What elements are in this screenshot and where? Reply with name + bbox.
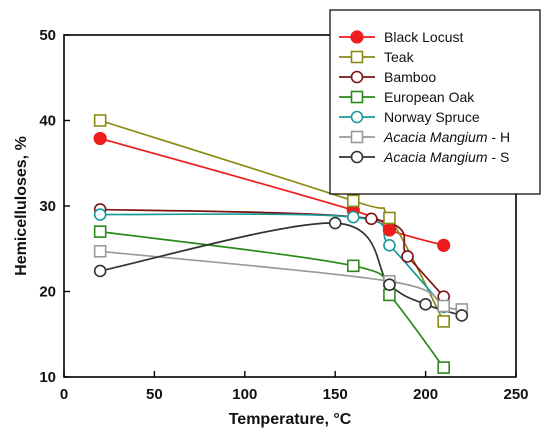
data-point	[383, 278, 396, 291]
x-tick-label: 0	[60, 386, 68, 403]
x-tick-label: 200	[413, 386, 438, 403]
y-tick-label: 40	[39, 113, 56, 130]
data-point	[382, 223, 397, 237]
legend-label: European Oak	[384, 89, 475, 105]
legend-marker	[350, 150, 364, 164]
legend-marker	[350, 50, 364, 64]
y-tick-label: 10	[39, 369, 56, 386]
legend-marker	[350, 90, 364, 104]
data-point	[328, 216, 342, 230]
legend-marker	[350, 30, 364, 44]
data-point	[455, 309, 469, 322]
legend-marker	[350, 110, 364, 124]
data-point	[383, 288, 396, 302]
legend-label: Acacia Mangium - H	[383, 129, 510, 145]
data-point	[346, 194, 360, 208]
data-point	[93, 245, 107, 258]
data-point	[93, 264, 107, 278]
legend-box	[329, 9, 541, 195]
y-tick-label: 50	[39, 27, 56, 44]
legend-label: Acacia Mangium - S	[383, 149, 509, 165]
legend-label: Bamboo	[384, 69, 436, 85]
data-point	[93, 114, 107, 127]
y-tick-label: 30	[39, 198, 56, 215]
data-point	[437, 361, 450, 374]
data-point	[93, 208, 107, 221]
data-point	[93, 131, 107, 146]
series-line-3	[100, 230, 445, 369]
data-point	[437, 299, 450, 313]
legend-label: Teak	[384, 49, 415, 65]
data-point	[365, 212, 378, 226]
legend-label: Black Locust	[384, 29, 463, 45]
legend: Black Locust Teak Bamboo European Oak Norway…	[329, 9, 541, 195]
data-point	[346, 259, 360, 273]
x-axis-title: Temperature, °C	[229, 411, 352, 428]
legend-marker	[350, 130, 364, 144]
x-tick-label: 150	[323, 386, 348, 403]
axis-ticks: 0 50 100 150 200 250 10 20 30 40 50	[39, 27, 528, 403]
data-point	[437, 315, 450, 328]
legend-label: Norway Spruce	[384, 109, 480, 125]
data-point	[401, 250, 414, 263]
data-point	[437, 238, 451, 252]
data-point	[383, 239, 396, 252]
x-tick-label: 50	[146, 386, 163, 403]
x-tick-label: 250	[503, 386, 528, 403]
data-point	[419, 298, 432, 311]
y-axis-title: Hemicelluloses, %	[13, 136, 30, 276]
legend-marker	[350, 70, 364, 84]
data-point	[383, 211, 396, 225]
x-tick-label: 100	[232, 386, 257, 403]
series-markers	[93, 114, 469, 374]
data-point	[346, 210, 360, 224]
y-tick-label: 20	[39, 284, 56, 301]
data-point	[93, 225, 107, 238]
